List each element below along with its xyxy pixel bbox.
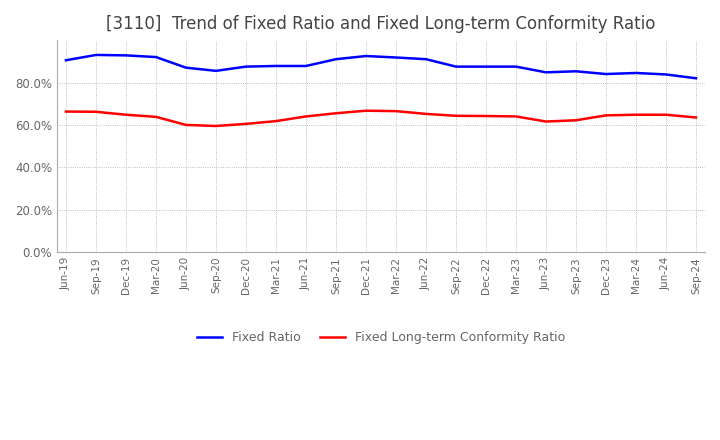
Title: [3110]  Trend of Fixed Ratio and Fixed Long-term Conformity Ratio: [3110] Trend of Fixed Ratio and Fixed Lo… bbox=[107, 15, 656, 33]
Legend: Fixed Ratio, Fixed Long-term Conformity Ratio: Fixed Ratio, Fixed Long-term Conformity … bbox=[192, 326, 570, 349]
Fixed Long-term Conformity Ratio bbox=[422, 111, 431, 117]
Fixed Long-term Conformity Ratio bbox=[482, 114, 490, 119]
Fixed Ratio bbox=[451, 64, 460, 69]
Fixed Long-term Conformity Ratio bbox=[361, 108, 370, 114]
Fixed Ratio bbox=[512, 64, 521, 69]
Fixed Long-term Conformity Ratio bbox=[332, 110, 341, 116]
Fixed Ratio bbox=[482, 64, 490, 69]
Fixed Ratio bbox=[662, 72, 670, 77]
Fixed Long-term Conformity Ratio bbox=[181, 122, 190, 128]
Fixed Ratio bbox=[271, 63, 280, 69]
Fixed Ratio bbox=[631, 70, 640, 76]
Fixed Ratio bbox=[62, 58, 71, 63]
Fixed Ratio bbox=[422, 57, 431, 62]
Line: Fixed Ratio: Fixed Ratio bbox=[66, 55, 696, 78]
Fixed Long-term Conformity Ratio bbox=[302, 114, 310, 119]
Fixed Long-term Conformity Ratio bbox=[122, 112, 130, 117]
Fixed Ratio bbox=[541, 70, 550, 75]
Fixed Ratio bbox=[572, 69, 580, 74]
Fixed Long-term Conformity Ratio bbox=[631, 112, 640, 117]
Fixed Ratio bbox=[91, 52, 100, 58]
Fixed Ratio bbox=[152, 55, 161, 60]
Fixed Long-term Conformity Ratio bbox=[271, 118, 280, 124]
Fixed Long-term Conformity Ratio bbox=[572, 117, 580, 123]
Fixed Ratio bbox=[242, 64, 251, 69]
Fixed Ratio bbox=[181, 65, 190, 70]
Fixed Long-term Conformity Ratio bbox=[242, 121, 251, 127]
Fixed Long-term Conformity Ratio bbox=[212, 123, 220, 128]
Fixed Long-term Conformity Ratio bbox=[451, 113, 460, 118]
Fixed Long-term Conformity Ratio bbox=[692, 115, 701, 120]
Fixed Ratio bbox=[332, 57, 341, 62]
Fixed Ratio bbox=[122, 53, 130, 58]
Fixed Long-term Conformity Ratio bbox=[91, 109, 100, 114]
Fixed Ratio bbox=[212, 68, 220, 73]
Line: Fixed Long-term Conformity Ratio: Fixed Long-term Conformity Ratio bbox=[66, 111, 696, 126]
Fixed Long-term Conformity Ratio bbox=[602, 113, 611, 118]
Fixed Ratio bbox=[302, 63, 310, 69]
Fixed Ratio bbox=[602, 71, 611, 77]
Fixed Ratio bbox=[692, 76, 701, 81]
Fixed Ratio bbox=[361, 53, 370, 59]
Fixed Long-term Conformity Ratio bbox=[512, 114, 521, 119]
Fixed Long-term Conformity Ratio bbox=[392, 109, 400, 114]
Fixed Long-term Conformity Ratio bbox=[541, 119, 550, 124]
Fixed Long-term Conformity Ratio bbox=[662, 112, 670, 117]
Fixed Long-term Conformity Ratio bbox=[152, 114, 161, 120]
Fixed Long-term Conformity Ratio bbox=[62, 109, 71, 114]
Fixed Ratio bbox=[392, 55, 400, 60]
